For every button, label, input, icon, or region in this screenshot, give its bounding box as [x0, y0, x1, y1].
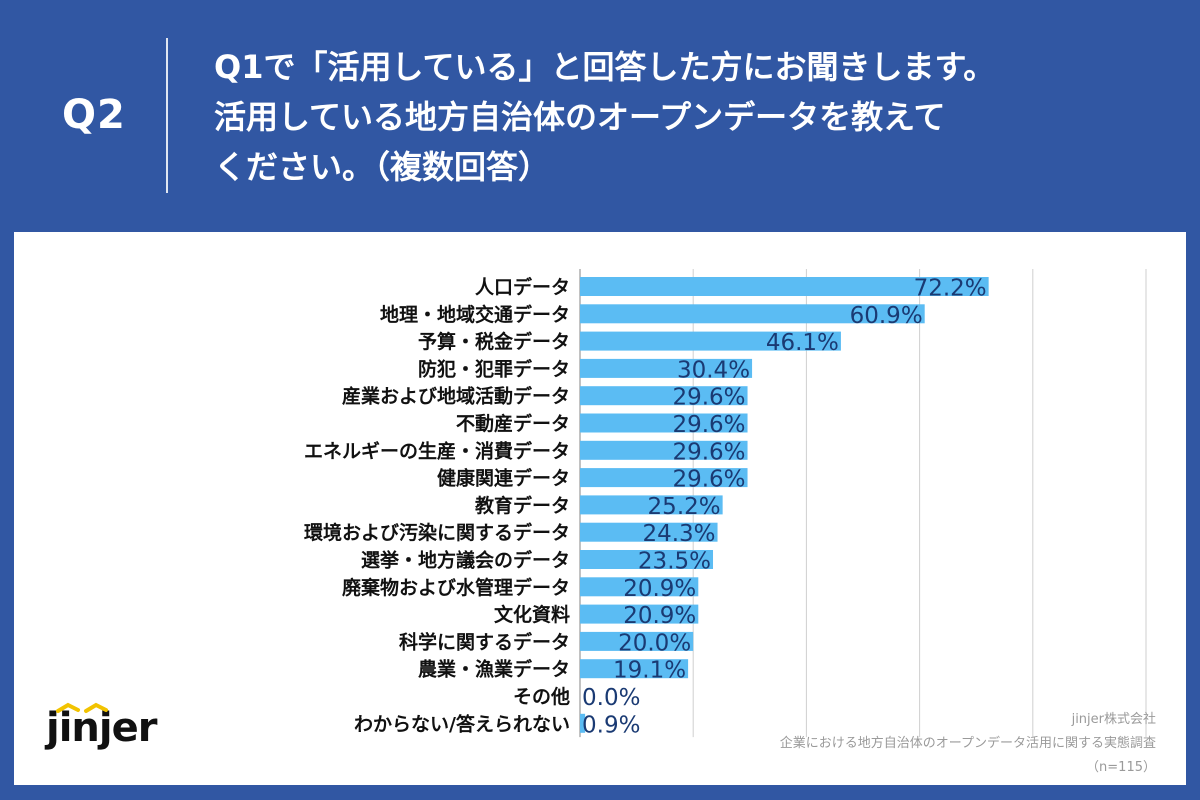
bar — [580, 631, 694, 651]
chart-panel: 人口データ 72.2% 地理・地域交通データ 60.9% 予算・税金データ 46.1% 防犯… — [14, 232, 1186, 785]
category-label: エネルギーの生産・消費データ — [304, 439, 570, 462]
question-line-1: Q1で「活用している」と回答した方にお聞きします。 — [214, 48, 996, 86]
bars — [580, 277, 989, 733]
category-label: 産業および地域活動データ — [342, 385, 570, 408]
category-label: 文化資料 — [494, 603, 570, 626]
value-label: 29.6% — [672, 467, 745, 493]
category-label: 科学に関するデータ — [399, 630, 570, 653]
value-label: 20.9% — [623, 576, 696, 602]
category-label: 人口データ — [475, 276, 570, 299]
bar — [580, 304, 925, 324]
value-label: 24.3% — [642, 521, 715, 547]
category-label: 廃棄物および水管理データ — [342, 576, 570, 599]
question-line-2: 活用している地方自治体のオープンデータを教えて — [214, 98, 946, 136]
value-label: 0.9% — [582, 712, 640, 738]
category-label: 健康関連データ — [437, 467, 570, 490]
category-label: 選挙・地方議会のデータ — [361, 549, 570, 572]
bar — [580, 468, 748, 488]
category-label: 予算・税金データ — [418, 330, 570, 353]
bar — [580, 604, 699, 624]
bar — [580, 331, 841, 351]
value-label: 30.4% — [677, 357, 750, 383]
value-label: 20.9% — [623, 603, 696, 629]
logo-text: jinjer — [46, 705, 157, 751]
value-label: 23.5% — [638, 549, 711, 575]
category-label: 不動産データ — [456, 412, 570, 435]
bar — [580, 577, 699, 597]
source-sample-size: （n=115） — [1086, 760, 1156, 775]
logo-mark-icon — [56, 702, 108, 713]
category-label: わからない/答えられない — [354, 712, 570, 735]
header: Q2 Q1で「活用している」と回答した方にお聞きします。 活用している地方自治体… — [0, 0, 1200, 230]
bar — [580, 358, 753, 378]
category-label: 環境および汚染に関するデータ — [304, 521, 570, 544]
category-label: 教育データ — [475, 494, 570, 517]
value-label: 46.1% — [766, 330, 839, 356]
question-number: Q2 — [62, 92, 126, 138]
bar — [580, 495, 723, 515]
bar — [580, 522, 718, 542]
bar — [580, 550, 714, 569]
bar — [580, 277, 989, 296]
value-label: 25.2% — [648, 494, 721, 520]
question-text: Q1で「活用している」と回答した方にお聞きします。 活用している地方自治体のオー… — [214, 42, 1174, 192]
category-label: 防犯・犯罪データ — [418, 357, 570, 380]
value-label: 29.6% — [672, 412, 745, 438]
category-label: 地理・地域交通データ — [380, 303, 570, 326]
value-label: 29.6% — [672, 439, 745, 465]
value-label: 0.0% — [582, 685, 640, 711]
labels: 人口データ 72.2% 地理・地域交通データ 60.9% 予算・税金データ 46.1% 防犯… — [304, 276, 987, 739]
value-label: 29.6% — [672, 385, 745, 411]
value-label: 60.9% — [850, 303, 923, 329]
value-label: 20.0% — [618, 630, 691, 656]
bar — [580, 713, 586, 733]
question-line-3: ください。（複数回答） — [214, 148, 551, 186]
header-divider — [166, 38, 168, 193]
value-label: 19.1% — [613, 658, 686, 684]
bar — [580, 386, 748, 406]
bar — [580, 659, 689, 679]
source-survey: 企業における地方自治体のオープンデータ活用に関する実態調査 — [779, 736, 1156, 751]
category-label: その他 — [513, 685, 570, 708]
source-company: jinjer株式会社 — [1071, 712, 1156, 727]
bar — [580, 440, 748, 460]
jinjer-logo: jinjer — [46, 702, 157, 751]
value-label: 72.2% — [914, 276, 987, 302]
category-label: 農業・漁業データ — [418, 658, 570, 681]
bar — [580, 413, 748, 433]
bar-chart: 人口データ 72.2% 地理・地域交通データ 60.9% 予算・税金データ 46.1% 防犯… — [304, 269, 1147, 739]
source-note: jinjer株式会社 企業における地方自治体のオープンデータ活用に関する実態調査… — [780, 708, 1156, 780]
